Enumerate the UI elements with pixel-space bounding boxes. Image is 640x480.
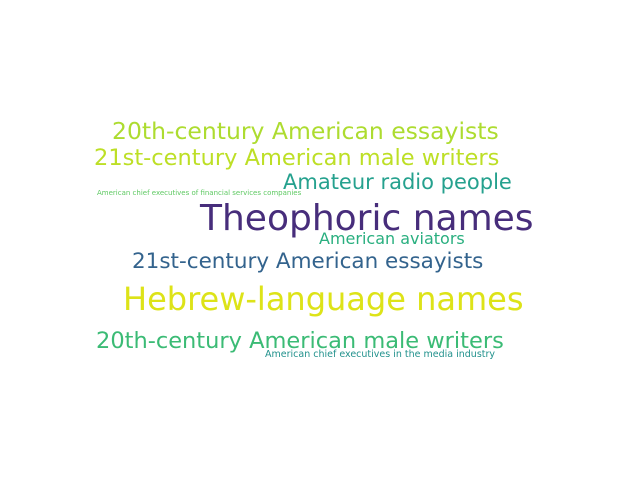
word-american-chief-executives-media: American chief executives in the media i… xyxy=(265,349,496,360)
word-amateur-radio-people: Amateur radio people xyxy=(283,170,512,194)
word-20th-century-american-essayists: 20th-century American essayists xyxy=(112,117,499,145)
word-theophoric-names: Theophoric names xyxy=(200,198,534,239)
word-21st-century-american-male-writers: 21st-century American male writers xyxy=(94,145,500,171)
word-20th-century-american-male-writers: 20th-century American male writers xyxy=(96,328,504,354)
word-hebrew-language-names: Hebrew-language names xyxy=(123,280,524,318)
word-21st-century-american-essayists: 21st-century American essayists xyxy=(132,249,484,274)
word-american-chief-executives-financial: American chief executives of financial s… xyxy=(97,189,302,197)
word-american-aviators: American aviators xyxy=(319,229,465,248)
